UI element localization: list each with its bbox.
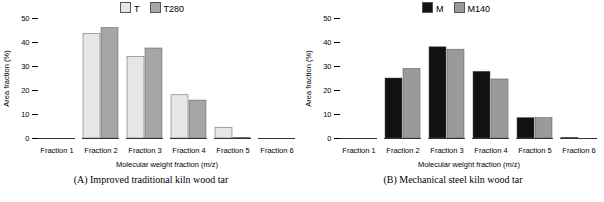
svg-text:Fraction 5: Fraction 5 [518,146,551,155]
svg-text:Fraction 3: Fraction 3 [430,146,463,155]
svg-text:30: 30 [21,62,29,71]
svg-text:0: 0 [327,134,331,143]
svg-text:Fraction 4: Fraction 4 [172,146,205,155]
svg-text:50: 50 [21,14,29,23]
svg-text:Fraction 2: Fraction 2 [386,146,419,155]
svg-text:Fraction 6: Fraction 6 [562,146,595,155]
svg-text:10: 10 [323,110,331,119]
svg-text:Fraction 1: Fraction 1 [342,146,375,155]
html-text:M140: M140 [467,4,490,14]
svg-text:Fraction 4: Fraction 4 [474,146,507,155]
svg-text:0: 0 [25,134,29,143]
svg-text:Fraction 5: Fraction 5 [216,146,249,155]
svg-text:Area fraction (%): Area fraction (%) [2,50,11,107]
svg-text:Molecular weight fraction (m/z: Molecular weight fraction (m/z) [116,160,219,169]
html-text:T280: T280 [163,4,184,14]
svg-text:Fraction 3: Fraction 3 [128,146,161,155]
svg-text:Fraction 2: Fraction 2 [84,146,117,155]
svg-text:40: 40 [323,38,331,47]
html-text:(B) Mechanical steel kiln wood: (B) Mechanical steel kiln wood tar [383,174,523,185]
svg-text:Molecular weight fraction (m/z: Molecular weight fraction (m/z) [418,160,521,169]
svg-text:40: 40 [21,38,29,47]
html-text:T: T [134,4,140,14]
svg-text:20: 20 [323,86,331,95]
svg-text:Fraction 1: Fraction 1 [40,146,73,155]
html-text:(A) Improved traditional kiln: (A) Improved traditional kiln wood tar [73,174,229,185]
svg-text:20: 20 [21,86,29,95]
svg-text:50: 50 [323,14,331,23]
svg-text:Area fraction (%): Area fraction (%) [304,50,313,107]
html-text:M: M [436,4,444,14]
svg-text:10: 10 [21,110,29,119]
svg-text:Fraction 6: Fraction 6 [260,146,293,155]
svg-text:30: 30 [323,62,331,71]
